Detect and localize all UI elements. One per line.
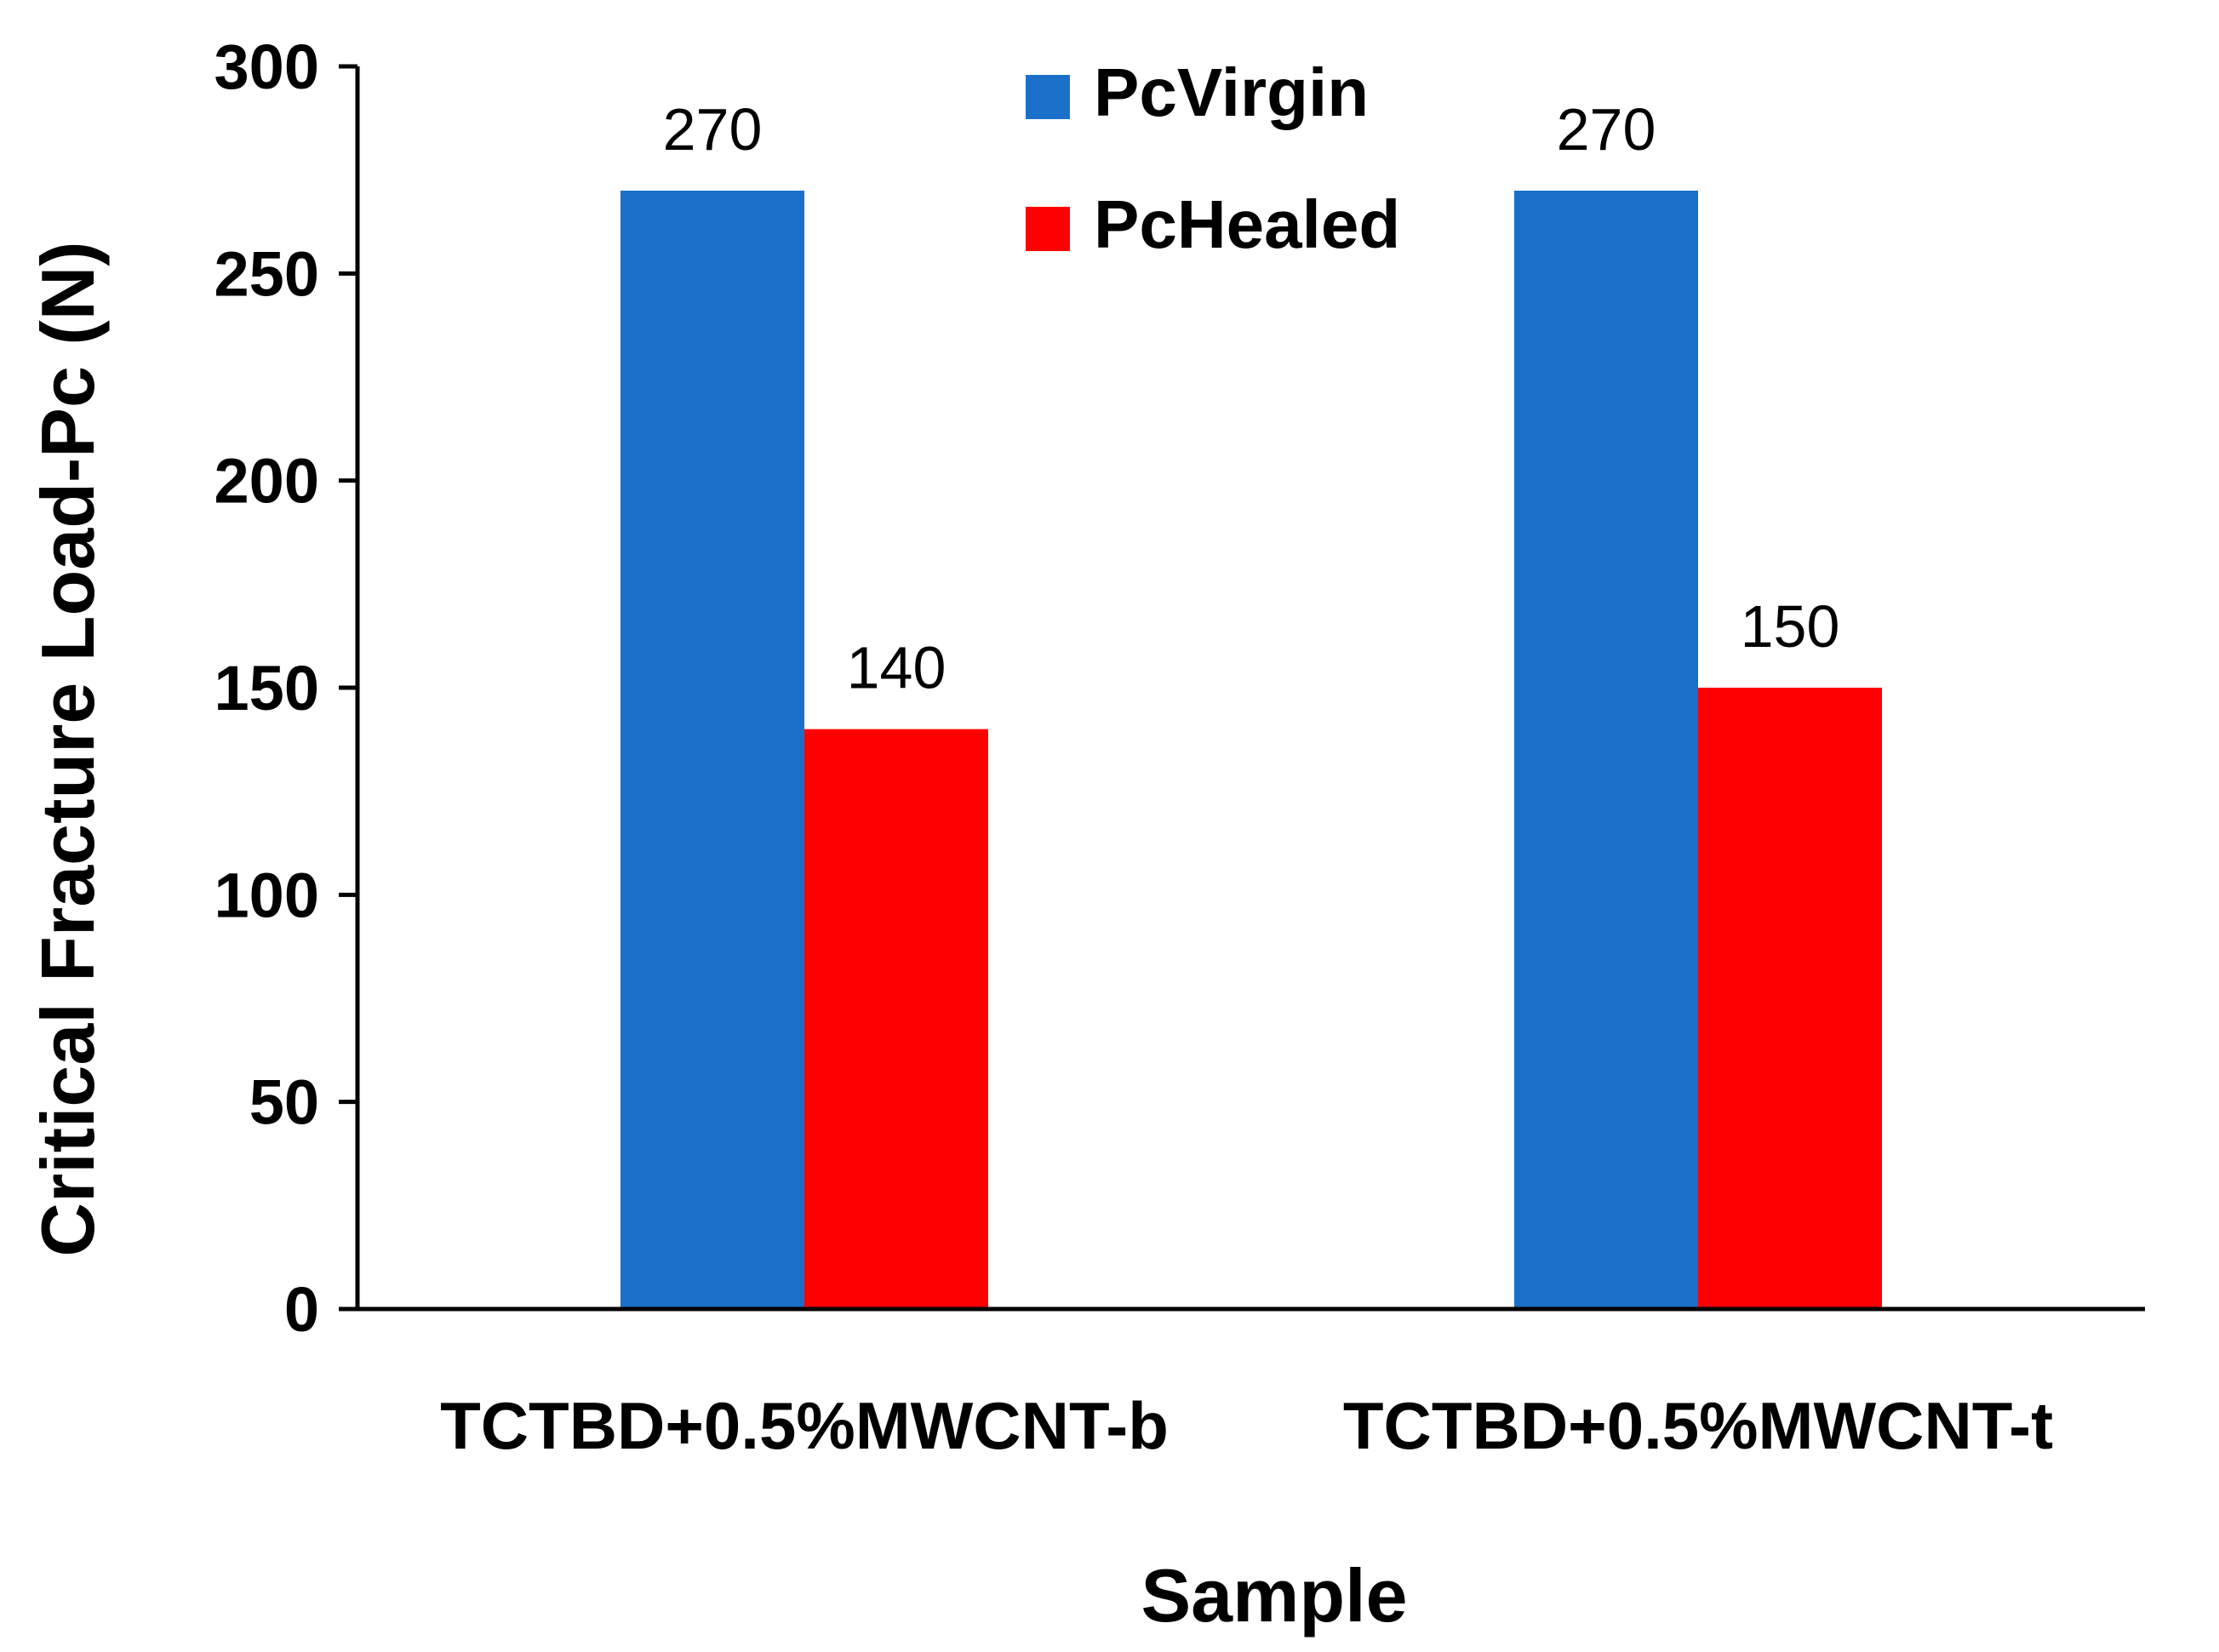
axes: 0 50 100 150 200 250 300 TCTBD+0.5%MWCNT-b TCTBD… (214, 31, 2145, 1463)
data-label: 270 (663, 96, 763, 163)
x-tick-label: TCTBD+0.5%MWCNT-b (440, 1388, 1169, 1463)
legend: PcVirgin PcHealed (1026, 54, 1400, 262)
legend-swatch-pchealed (1026, 207, 1070, 251)
y-tick-label: 150 (214, 653, 319, 723)
data-label: 150 (1741, 593, 1840, 660)
bar-pchealed (1698, 688, 1882, 1309)
data-label: 140 (847, 635, 947, 701)
data-labels: 270 140 270 150 (663, 96, 1840, 701)
legend-label-pcvirgin: PcVirgin (1094, 54, 1369, 130)
bar-pcvirgin (621, 191, 804, 1309)
bar-pcvirgin (1514, 191, 1698, 1309)
y-tick-label: 50 (249, 1067, 319, 1138)
y-tick-label: 200 (214, 446, 319, 517)
data-label: 270 (1557, 96, 1656, 163)
x-tick-label: TCTBD+0.5%MWCNT-t (1343, 1388, 2053, 1463)
y-tick-label: 0 (284, 1274, 319, 1345)
legend-swatch-pcvirgin (1026, 75, 1070, 119)
y-tick-label: 250 (214, 238, 319, 309)
y-tick-label: 300 (214, 31, 319, 102)
x-axis-title: Sample (1141, 1553, 1407, 1638)
legend-label-pchealed: PcHealed (1094, 186, 1400, 262)
bar-pchealed (804, 729, 988, 1309)
y-tick-label: 100 (214, 860, 319, 930)
bars (621, 191, 1882, 1309)
y-axis-title: Critical Fracture Load-Pc (N) (26, 241, 110, 1256)
